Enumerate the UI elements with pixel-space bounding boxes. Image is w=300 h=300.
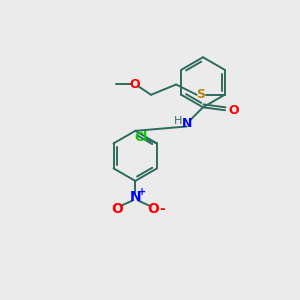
Text: O: O — [229, 104, 239, 117]
Text: N: N — [130, 190, 141, 204]
Text: Cl: Cl — [134, 131, 147, 144]
Text: H: H — [174, 116, 182, 126]
Text: O: O — [147, 202, 159, 216]
Text: O: O — [130, 78, 140, 91]
Text: -: - — [159, 202, 165, 216]
Text: S: S — [196, 88, 206, 101]
Text: +: + — [138, 187, 146, 197]
Text: O: O — [112, 202, 124, 216]
Text: N: N — [182, 117, 192, 130]
